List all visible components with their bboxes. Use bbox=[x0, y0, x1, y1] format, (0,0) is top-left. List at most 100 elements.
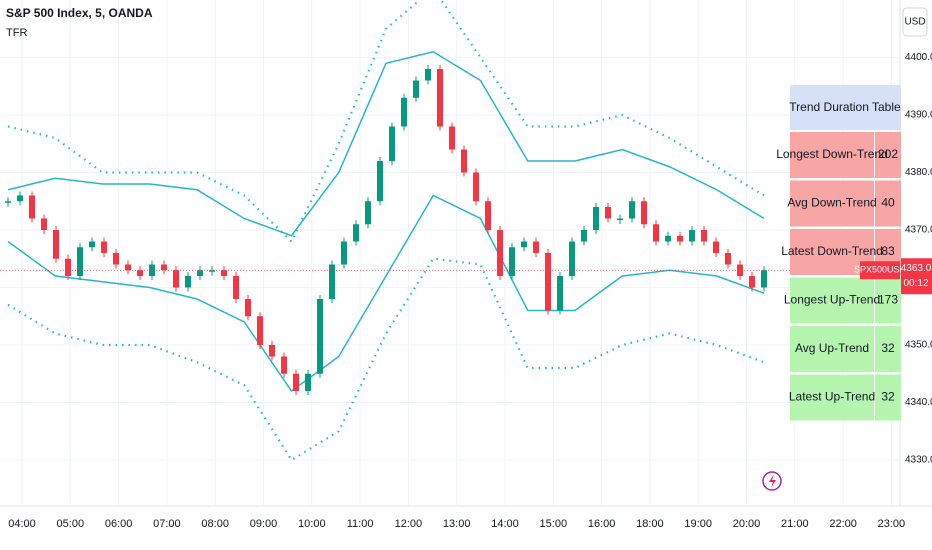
band-lower bbox=[7, 194, 765, 393]
candle bbox=[377, 161, 383, 202]
currency-label: USD bbox=[904, 17, 925, 28]
candle bbox=[5, 201, 11, 203]
band-outer-upper bbox=[7, 0, 765, 244]
candle bbox=[353, 224, 359, 242]
table-cell bbox=[790, 180, 874, 227]
x-tick-label: 20:00 bbox=[733, 518, 761, 530]
y-tick-label: 4400.0 bbox=[905, 52, 932, 63]
table-row-label: Longest Up-Trend bbox=[784, 293, 880, 307]
table-row-value: 173 bbox=[878, 293, 898, 307]
x-tick-label: 22:00 bbox=[829, 518, 857, 530]
x-tick-label: 13:00 bbox=[443, 518, 471, 530]
candle bbox=[749, 276, 755, 288]
candle bbox=[137, 270, 143, 276]
candle bbox=[629, 201, 635, 219]
candle bbox=[401, 97, 407, 127]
candle bbox=[221, 270, 227, 276]
candle bbox=[257, 316, 263, 345]
candle bbox=[761, 270, 767, 288]
candle bbox=[617, 218, 623, 220]
candle bbox=[173, 270, 179, 288]
candle bbox=[605, 207, 611, 219]
table-cell bbox=[790, 326, 874, 372]
candle bbox=[293, 373, 299, 391]
table-row-value: 40 bbox=[881, 196, 895, 210]
x-tick-label: 05:00 bbox=[57, 518, 85, 530]
x-tick-label: 19:00 bbox=[684, 518, 712, 530]
candle bbox=[485, 201, 491, 230]
table-title-cell bbox=[790, 85, 901, 130]
candle bbox=[245, 299, 251, 317]
table-cell bbox=[790, 374, 874, 421]
symbol-tag bbox=[860, 261, 900, 280]
table-cell bbox=[790, 277, 874, 324]
plot-area bbox=[0, 0, 900, 506]
candle bbox=[233, 276, 239, 299]
y-tick-label: 4350.0 bbox=[905, 340, 932, 351]
band-outer-lower bbox=[7, 257, 765, 462]
x-tick-label: 15:00 bbox=[540, 518, 568, 530]
candle bbox=[593, 207, 599, 230]
indicator-name[interactable]: TFR bbox=[6, 27, 27, 39]
table-cell bbox=[875, 374, 901, 421]
candle bbox=[197, 270, 203, 276]
currency-button[interactable] bbox=[902, 7, 928, 37]
table-cell bbox=[875, 326, 901, 372]
y-tick-label: 4340.0 bbox=[905, 397, 932, 408]
x-tick-label: 23:00 bbox=[878, 518, 906, 530]
candle bbox=[113, 253, 119, 265]
candle bbox=[149, 264, 155, 276]
x-tick-label: 12:00 bbox=[395, 518, 423, 530]
candle bbox=[653, 224, 659, 242]
candle bbox=[101, 241, 107, 253]
candle bbox=[281, 356, 287, 374]
candle bbox=[497, 230, 503, 276]
candle bbox=[689, 230, 695, 242]
candle bbox=[521, 241, 527, 248]
candle bbox=[29, 195, 35, 219]
candle bbox=[725, 253, 731, 265]
table-row-label: Avg Up-Trend bbox=[795, 341, 869, 355]
candle bbox=[185, 276, 191, 288]
x-tick-label: 06:00 bbox=[105, 518, 133, 530]
table-cell bbox=[875, 277, 901, 324]
candle bbox=[17, 195, 23, 202]
candle bbox=[317, 299, 323, 374]
x-tick-label: 04:00 bbox=[8, 518, 36, 530]
candle bbox=[365, 201, 371, 225]
candle bbox=[389, 126, 395, 161]
candle bbox=[533, 241, 539, 253]
candle bbox=[425, 69, 431, 81]
x-tick-label: 16:00 bbox=[588, 518, 616, 530]
candle bbox=[329, 264, 335, 299]
candle bbox=[473, 172, 479, 202]
x-tick-label: 07:00 bbox=[153, 518, 181, 530]
price-tag-text: 4363.0 bbox=[901, 263, 932, 274]
candle bbox=[461, 149, 467, 173]
x-tick-label: 09:00 bbox=[250, 518, 278, 530]
candle bbox=[161, 264, 167, 271]
candle bbox=[209, 270, 215, 272]
table-row-value: 32 bbox=[881, 390, 895, 404]
candle bbox=[125, 264, 131, 271]
table-row-value: 202 bbox=[878, 147, 898, 161]
candle bbox=[341, 241, 347, 265]
candle bbox=[449, 126, 455, 150]
candle bbox=[437, 69, 443, 127]
table-row-label: Longest Down-Trend bbox=[776, 147, 888, 161]
table-row-label: Avg Down-Trend bbox=[787, 196, 876, 210]
overlay: Trend Duration Table Longest Down-Trend20… bbox=[776, 85, 901, 421]
candle bbox=[65, 258, 71, 276]
table-title: Trend Duration Table bbox=[789, 100, 901, 114]
candle bbox=[581, 230, 587, 242]
table-cell bbox=[875, 180, 901, 227]
candle bbox=[41, 218, 47, 230]
y-tick-label: 4380.0 bbox=[905, 167, 932, 178]
candle bbox=[53, 230, 59, 259]
candle bbox=[77, 247, 83, 276]
candle bbox=[89, 241, 95, 248]
candle bbox=[737, 264, 743, 276]
table-row-value: 83 bbox=[881, 244, 895, 258]
countdown-text: 00:12 bbox=[903, 278, 928, 289]
